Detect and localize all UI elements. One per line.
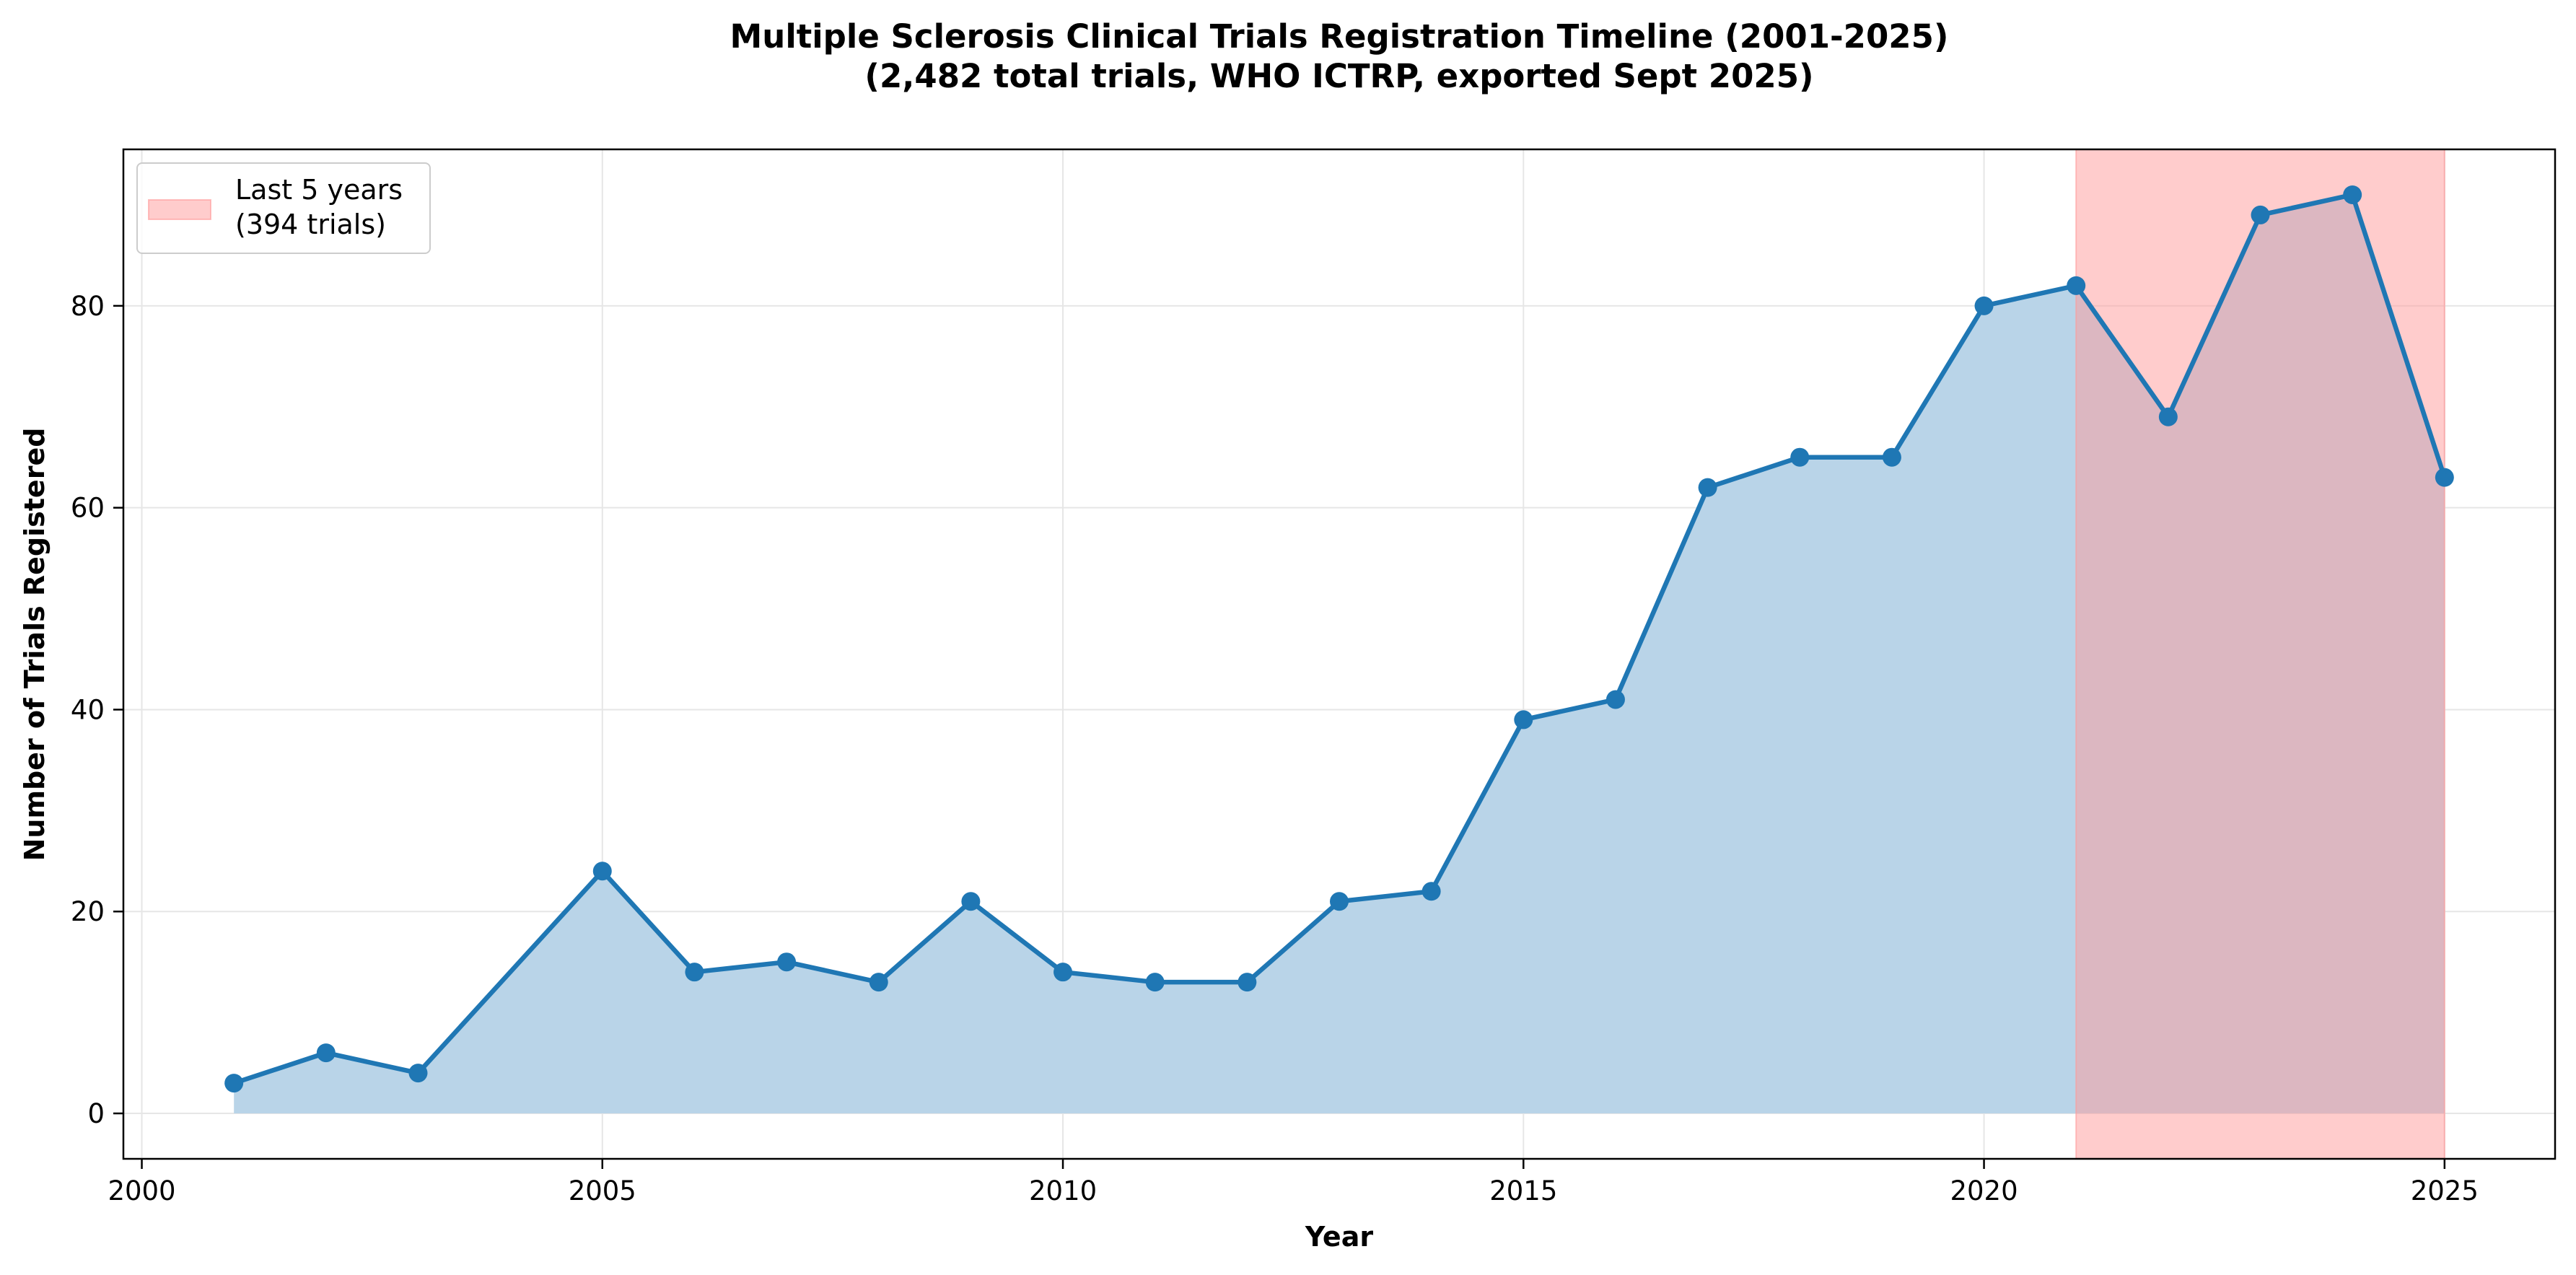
plot-frame xyxy=(122,148,2557,1160)
x-tick-label: 2010 xyxy=(1029,1175,1097,1206)
area-layer xyxy=(234,194,2445,1114)
x-tick-label: 2000 xyxy=(108,1175,175,1206)
data-point xyxy=(2067,276,2086,295)
series-line xyxy=(231,192,2448,1086)
data-point xyxy=(1514,710,1533,729)
y-tick-label: 60 xyxy=(71,493,105,524)
area-fill xyxy=(234,194,2445,1114)
data-point xyxy=(592,862,612,881)
legend-label-line2: (394 trials) xyxy=(235,209,386,240)
data-point xyxy=(1974,296,1994,315)
y-tick-label: 80 xyxy=(71,291,105,322)
data-point xyxy=(1330,892,1349,911)
data-point xyxy=(1237,973,1257,992)
data-point xyxy=(408,1064,428,1083)
legend-swatch xyxy=(148,199,211,220)
x-axis-label: Year xyxy=(1305,1221,1373,1253)
line-layer xyxy=(231,192,2448,1086)
x-tick-label: 2005 xyxy=(569,1175,636,1206)
data-point xyxy=(1882,447,1901,467)
data-point xyxy=(224,1074,244,1093)
x-tick-label: 2015 xyxy=(1489,1175,1557,1206)
y-tick-label: 20 xyxy=(71,896,105,927)
data-point xyxy=(2158,407,2178,426)
y-tick-label: 40 xyxy=(71,694,105,725)
data-point xyxy=(1421,882,1441,901)
y-tick-label: 0 xyxy=(87,1098,105,1129)
points-layer xyxy=(224,185,2454,1093)
data-point xyxy=(1145,973,1165,992)
data-point xyxy=(2251,205,2270,224)
data-point xyxy=(316,1043,336,1063)
legend: Last 5 years (394 trials) xyxy=(136,162,431,254)
data-point xyxy=(1790,447,1810,467)
data-point xyxy=(777,952,797,972)
data-point xyxy=(961,892,981,911)
data-point xyxy=(2343,185,2362,204)
highlight-span xyxy=(2075,149,2445,1160)
data-point xyxy=(685,963,704,982)
y-axis-ticks: 0 20 40 60 80 xyxy=(71,291,123,1129)
y-axis-label: Number of Trials Registered xyxy=(19,428,51,862)
chart-subtitle: (2,482 total trials, WHO ICTRP, exported… xyxy=(864,57,1813,95)
x-tick-label: 2020 xyxy=(1950,1175,2018,1206)
legend-label-line1: Last 5 years xyxy=(235,174,403,206)
legend-box xyxy=(136,162,431,254)
data-point xyxy=(869,973,888,992)
x-axis-ticks: 2000 2005 2010 2015 2020 2025 xyxy=(108,1159,2479,1206)
chart-title: Multiple Sclerosis Clinical Trials Regis… xyxy=(730,17,1949,56)
data-point xyxy=(1605,690,1625,709)
data-point xyxy=(2435,468,2454,487)
highlight-layer xyxy=(2075,149,2445,1160)
x-tick-label: 2025 xyxy=(2411,1175,2479,1206)
data-point xyxy=(1698,478,1717,497)
data-point xyxy=(1053,963,1073,982)
